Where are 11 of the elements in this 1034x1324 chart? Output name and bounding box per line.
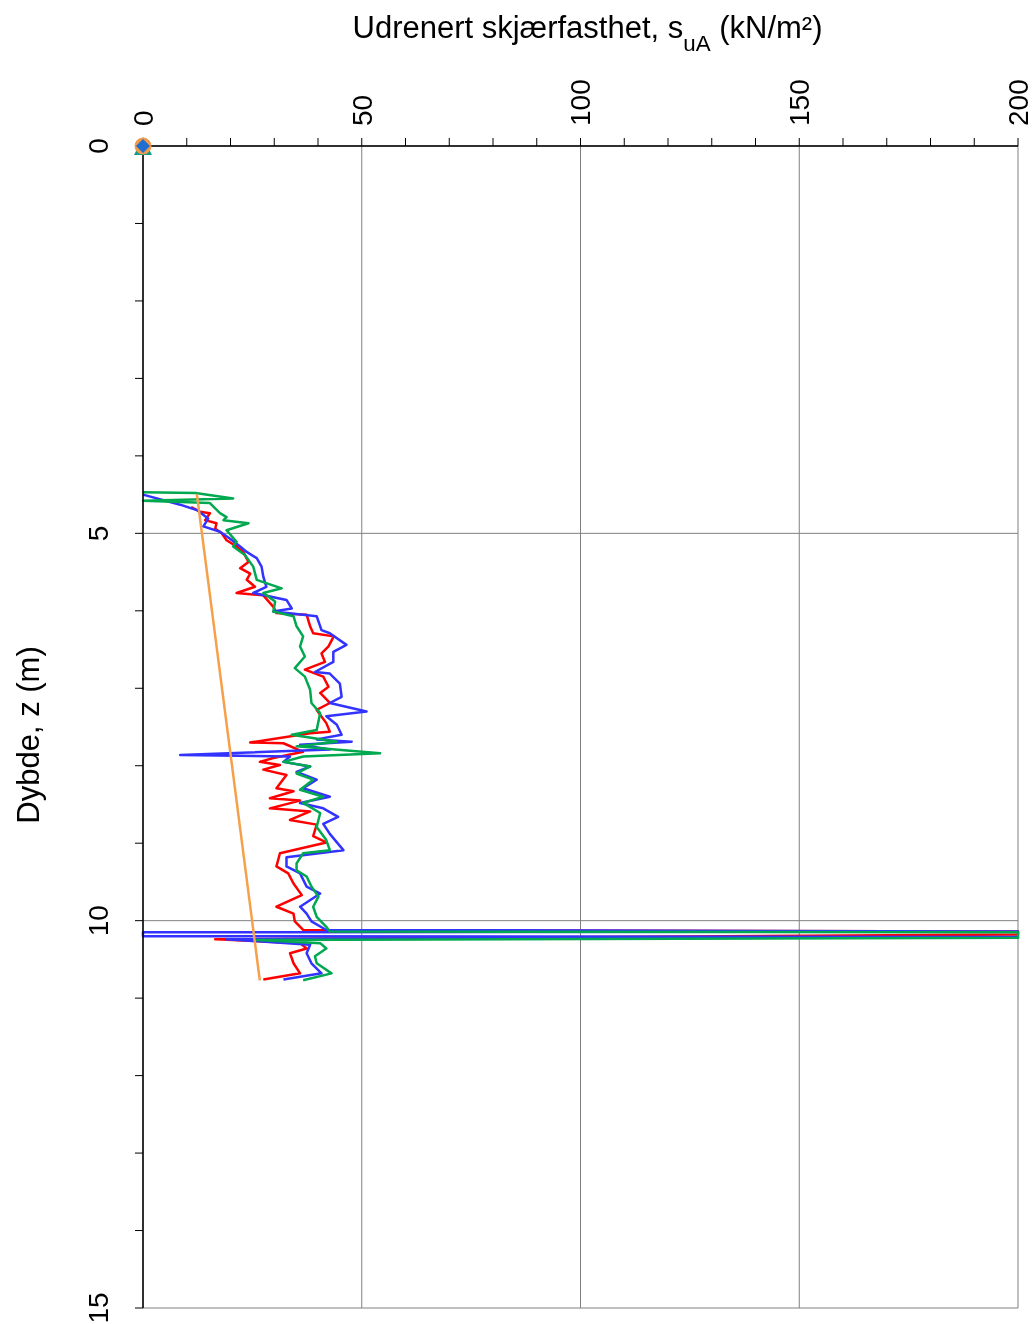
y-tick-label: 15 — [82, 1292, 114, 1324]
x-axis-title: Udrenert skjærfasthet, s$_{uA}$ (kN/m²) — [352, 10, 823, 56]
x-tick-label: 200 — [1002, 79, 1034, 126]
y-tick-label: 5 — [82, 525, 114, 542]
x-tick-label: 50 — [346, 94, 378, 126]
x-tick-label: 150 — [784, 79, 816, 126]
y-tick-label: 10 — [82, 905, 114, 937]
x-tick-label: 100 — [565, 79, 597, 126]
y-tick-label: 0 — [82, 138, 114, 154]
y-axis-title: Dybde, z (m) — [10, 646, 46, 824]
x-tick-label: 0 — [127, 110, 159, 126]
